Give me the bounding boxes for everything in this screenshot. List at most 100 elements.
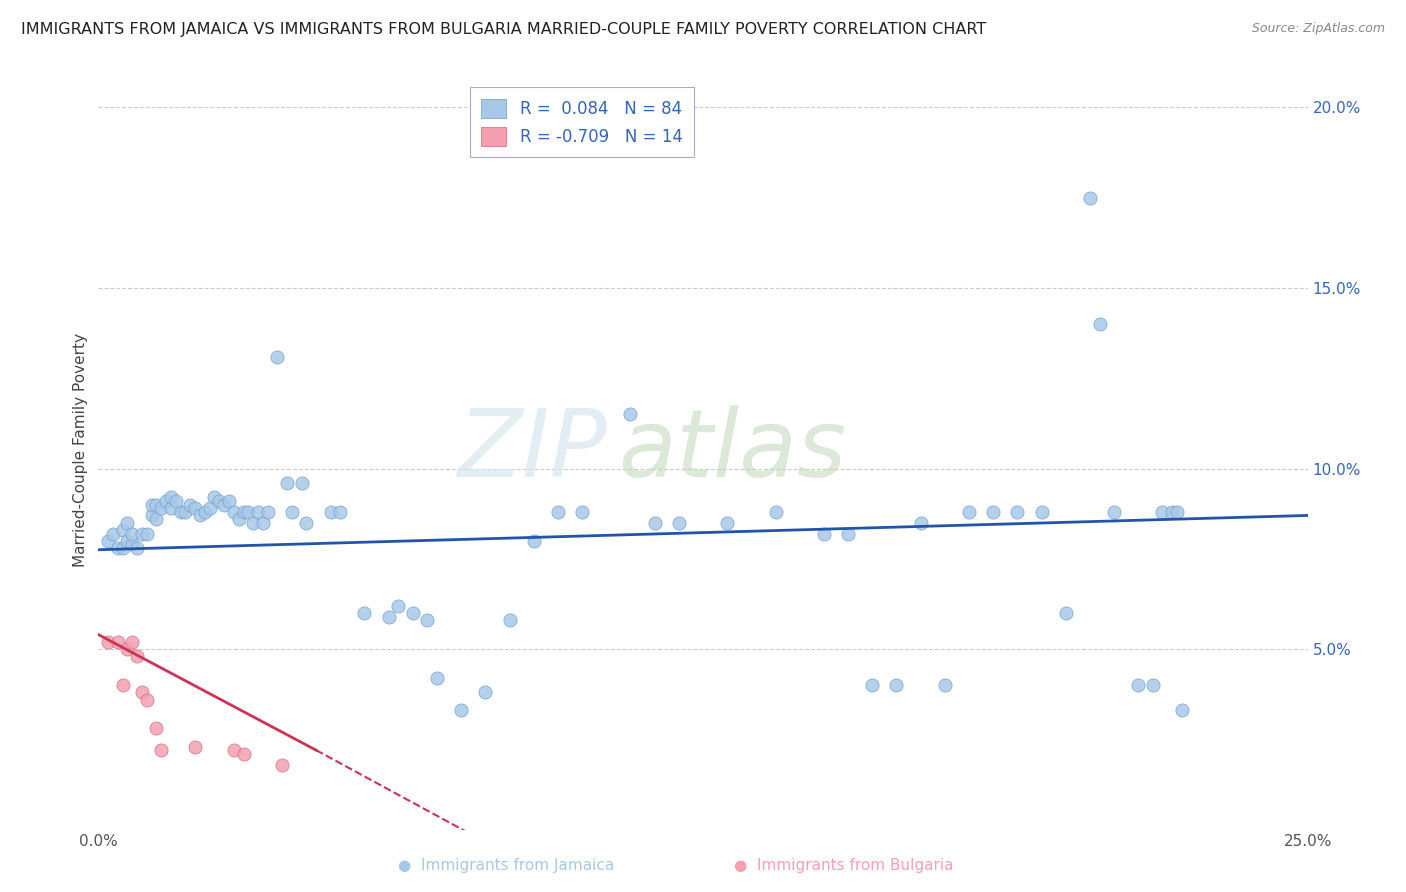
Point: [1171, 703, 1194, 717]
Point: [1088, 317, 1111, 331]
Point: [1102, 505, 1125, 519]
Point: [281, 505, 304, 519]
Point: [150, 743, 173, 757]
Point: [1166, 505, 1188, 519]
Point: [107, 635, 129, 649]
Point: [450, 703, 472, 717]
Point: [208, 494, 231, 508]
Point: [107, 541, 129, 555]
Text: ●  Immigrants from Jamaica: ● Immigrants from Jamaica: [398, 858, 614, 872]
Point: [101, 526, 124, 541]
Point: [160, 501, 183, 516]
Point: [111, 523, 134, 537]
Point: [644, 516, 666, 530]
Point: [353, 606, 375, 620]
Point: [1078, 191, 1101, 205]
Point: [218, 494, 240, 508]
Point: [295, 516, 318, 530]
Point: [474, 685, 496, 699]
Point: [402, 606, 425, 620]
Point: [329, 505, 352, 519]
Point: [860, 678, 883, 692]
Point: [765, 505, 787, 519]
Point: [160, 491, 183, 505]
Point: [252, 516, 274, 530]
Point: [121, 635, 143, 649]
Point: [910, 516, 932, 530]
Point: [886, 678, 908, 692]
Point: [145, 512, 167, 526]
Point: [837, 526, 859, 541]
Text: atlas: atlas: [619, 405, 846, 496]
Point: [111, 678, 134, 692]
Point: [416, 613, 439, 627]
Point: [131, 526, 153, 541]
Point: [232, 505, 254, 519]
Point: [271, 757, 294, 772]
Point: [934, 678, 956, 692]
Text: IMMIGRANTS FROM JAMAICA VS IMMIGRANTS FROM BULGARIA MARRIED-COUPLE FAMILY POVERT: IMMIGRANTS FROM JAMAICA VS IMMIGRANTS FR…: [21, 22, 987, 37]
Point: [276, 475, 298, 490]
Point: [169, 505, 191, 519]
Point: [204, 491, 226, 505]
Point: [174, 505, 197, 519]
Point: [222, 505, 245, 519]
Point: [155, 494, 177, 508]
Point: [1031, 505, 1053, 519]
Point: [232, 747, 254, 761]
Point: [1054, 606, 1077, 620]
Point: [97, 635, 120, 649]
Point: [117, 533, 139, 548]
Point: [145, 498, 167, 512]
Point: [222, 743, 245, 757]
Point: [319, 505, 342, 519]
Point: [179, 498, 201, 512]
Point: [957, 505, 980, 519]
Point: [1152, 505, 1174, 519]
Point: [1128, 678, 1150, 692]
Point: [981, 505, 1004, 519]
Point: [141, 498, 163, 512]
Point: [716, 516, 738, 530]
Point: [212, 498, 235, 512]
Point: [184, 739, 207, 754]
Point: [188, 508, 211, 523]
Text: Source: ZipAtlas.com: Source: ZipAtlas.com: [1251, 22, 1385, 36]
Point: [247, 505, 270, 519]
Point: [813, 526, 835, 541]
Point: [1161, 505, 1184, 519]
Point: [127, 649, 149, 664]
Point: [121, 526, 143, 541]
Point: [111, 541, 134, 555]
Point: [121, 537, 143, 551]
Point: [238, 505, 260, 519]
Point: [117, 642, 139, 657]
Point: [135, 526, 157, 541]
Point: [141, 508, 163, 523]
Text: ZIP: ZIP: [457, 405, 606, 496]
Point: [145, 722, 167, 736]
Point: [668, 516, 690, 530]
Point: [1007, 505, 1029, 519]
Point: [498, 613, 520, 627]
Point: [426, 671, 449, 685]
Point: [150, 501, 173, 516]
Point: [127, 541, 149, 555]
Point: [184, 501, 207, 516]
Point: [97, 533, 120, 548]
Point: [165, 494, 187, 508]
Point: [198, 501, 221, 516]
Point: [387, 599, 409, 613]
Point: [377, 609, 399, 624]
Point: [228, 512, 250, 526]
Point: [242, 516, 264, 530]
Point: [523, 533, 546, 548]
Text: ●  Immigrants from Bulgaria: ● Immigrants from Bulgaria: [734, 858, 953, 872]
Point: [256, 505, 278, 519]
Point: [135, 692, 157, 706]
Point: [619, 408, 641, 422]
Point: [1142, 678, 1164, 692]
Point: [547, 505, 569, 519]
Point: [266, 350, 288, 364]
Legend: R =  0.084   N = 84, R = -0.709   N = 14: R = 0.084 N = 84, R = -0.709 N = 14: [470, 87, 695, 158]
